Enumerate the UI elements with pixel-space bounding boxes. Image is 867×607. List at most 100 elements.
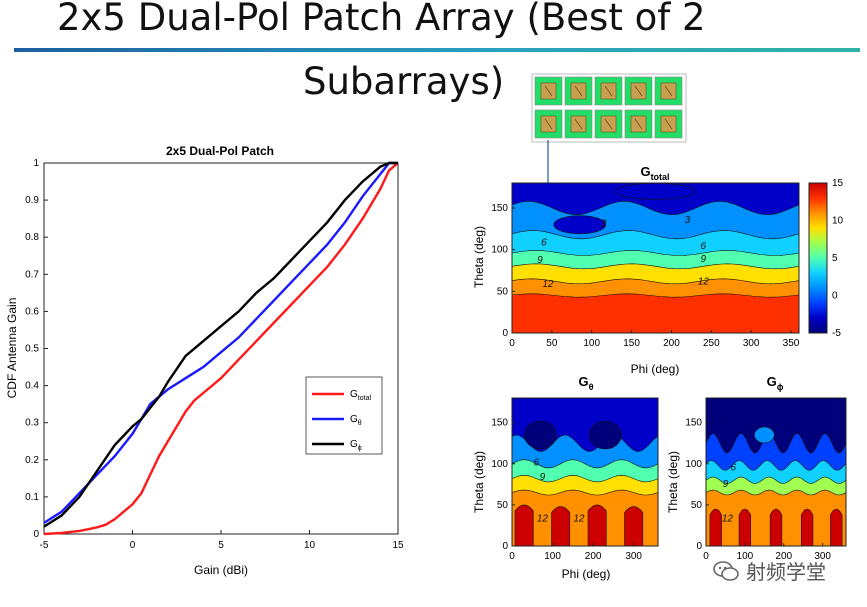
cdf-legend: Gtotal Gθ Gϕ [305, 376, 383, 455]
cdf-x-axis-label: Gain (dBi) [194, 563, 248, 577]
g-total-x-tick-label: 200 [663, 338, 680, 349]
g-theta-blob [524, 420, 557, 450]
cdf-legend-label-2: Gϕ [350, 439, 362, 452]
g-theta-contour-label: 6 [534, 457, 540, 468]
g-total-y-tick-label: 0 [502, 328, 508, 339]
array-patch-feed [544, 118, 553, 130]
g-theta-y-tick-label: 100 [491, 459, 508, 470]
array-patch-feed [604, 118, 613, 130]
g-total-contour-plot: Gtotal 3 36 69 912 120 50 100 150 200 250 300 35005… [472, 164, 844, 376]
g-phi-contour-label: 12 [722, 513, 734, 524]
g-theta-x-tick-label: 100 [544, 551, 561, 562]
g-total-band [512, 293, 799, 333]
cdf-y-tick-label: 0 [33, 529, 39, 540]
array-patch-feed [634, 118, 643, 130]
g-theta-y-tick-label: 150 [491, 418, 508, 429]
g-total-x-tick-label: 350 [783, 338, 800, 349]
g-total-contour-label: 3 [601, 218, 607, 229]
cdf-y-tick-label: 0.2 [25, 455, 39, 466]
g-phi-lobe [738, 508, 752, 546]
g-total-colorbar-tick-label: 15 [832, 178, 844, 189]
g-total-colorbar-tick-label: -5 [832, 328, 841, 339]
g-theta-title: Gθ [579, 374, 594, 392]
g-total-blob [553, 215, 607, 234]
g-theta-contour-label: 12 [537, 513, 549, 524]
g-theta-bands [512, 398, 658, 546]
g-total-contour-label: 3 [685, 215, 691, 226]
cdf-chart-title: 2x5 Dual-Pol Patch [166, 144, 274, 158]
g-total-contour-label: 12 [542, 279, 554, 290]
g-theta-x-tick-label: 300 [625, 551, 642, 562]
g-phi-x-tick-label: 0 [703, 551, 709, 562]
g-total-y-axis-label: Theta (deg) [472, 226, 486, 288]
g-total-x-tick-label: 100 [583, 338, 600, 349]
watermark: 射频学堂 [712, 556, 826, 585]
array-patch-feed [604, 85, 613, 97]
slide-title-line-2: Subarrays) [303, 60, 505, 103]
cdf-x-tick-label: 0 [130, 540, 136, 551]
g-phi-lobe [830, 508, 843, 546]
g-phi-blob [754, 426, 775, 444]
g-theta-lobe [514, 504, 534, 546]
wechat-icon [713, 560, 739, 581]
g-phi-contour-plot: Gϕ 69 12 0 100 200 300 0 50 100 150 Theta (deg) [666, 374, 847, 562]
g-total-colorbar [808, 182, 828, 334]
g-phi-y-tick-label: 0 [696, 541, 702, 552]
cdf-y-tick-label: 0.9 [25, 195, 39, 206]
g-theta-y-tick-label: 0 [502, 541, 508, 552]
cdf-y-tick-label: 0.4 [25, 381, 39, 392]
g-theta-blob [588, 420, 622, 450]
cdf-series-line-0 [43, 162, 399, 536]
g-total-contour-label: 6 [541, 238, 547, 249]
g-theta-x-axis-label: Phi (deg) [562, 567, 611, 581]
array-patch-feed [634, 85, 643, 97]
g-phi-contour-label: 6 [730, 462, 736, 473]
slide-title-line-1: 2x5 Dual-Pol Patch Array (Best of 2 [57, 0, 706, 39]
g-total-title: Gtotal [640, 164, 669, 182]
watermark-text: 射频学堂 [746, 560, 826, 584]
g-theta-lobe [551, 506, 571, 546]
g-total-y-tick-label: 100 [491, 245, 508, 256]
cdf-legend-label-1: Gθ [350, 414, 362, 427]
g-theta-y-axis-label: Theta (deg) [472, 451, 486, 513]
g-total-x-tick-label: 0 [509, 338, 515, 349]
g-total-contour-label: 6 [701, 241, 707, 252]
g-total-contour-label: 9 [701, 254, 707, 265]
g-total-colorbar-tick-label: 5 [832, 253, 838, 264]
g-theta-band [512, 489, 658, 546]
cdf-series-line-1 [43, 161, 398, 524]
g-phi-y-tick-label: 100 [685, 459, 702, 470]
g-total-x-tick-label: 150 [623, 338, 640, 349]
g-phi-x-tick-label: 100 [737, 551, 754, 562]
cdf-x-tick-label: -5 [40, 540, 49, 551]
g-total-x-tick-label: 250 [703, 338, 720, 349]
g-theta-contour-plot: Gθ 69 12 12 0 100 200 300 0 50 100 150 Phi (deg) T… [472, 374, 659, 581]
g-total-bands [512, 183, 799, 333]
g-total-colorbar-tick-label: 0 [832, 291, 838, 302]
array-patch-feed [544, 85, 553, 97]
g-total-blob [615, 183, 696, 200]
g-total-y-tick-label: 150 [491, 203, 508, 214]
cdf-y-tick-label: 1 [33, 158, 39, 169]
patch-array-diagram [516, 73, 687, 193]
array-patch-feed [664, 118, 673, 130]
g-total-contour-label: 12 [698, 277, 710, 288]
g-phi-lobe [769, 508, 783, 546]
cdf-y-tick-label: 0.7 [25, 269, 39, 280]
cdf-legend-label-0: Gtotal [350, 389, 371, 402]
g-phi-lobe [709, 508, 722, 546]
g-theta-contour-label: 9 [540, 472, 546, 483]
g-total-x-axis-label: Phi (deg) [631, 362, 680, 376]
g-theta-lobe [624, 506, 644, 546]
g-theta-lobe [587, 504, 607, 546]
cdf-y-tick-label: 0.3 [25, 418, 39, 429]
g-total-x-tick-label: 50 [546, 338, 558, 349]
cdf-y-tick-label: 0.5 [25, 344, 39, 355]
array-patch-feed [664, 85, 673, 97]
array-patch-cell [534, 76, 563, 106]
cdf-x-tick-label: 15 [392, 540, 404, 551]
cdf-plot-frame [43, 162, 399, 535]
title-underline [14, 48, 860, 52]
cdf-chart: 2x5 Dual-Pol Patch -5 0 5 10 1500.10.20.30.4… [5, 144, 404, 577]
g-theta-y-tick-label: 50 [497, 500, 509, 511]
